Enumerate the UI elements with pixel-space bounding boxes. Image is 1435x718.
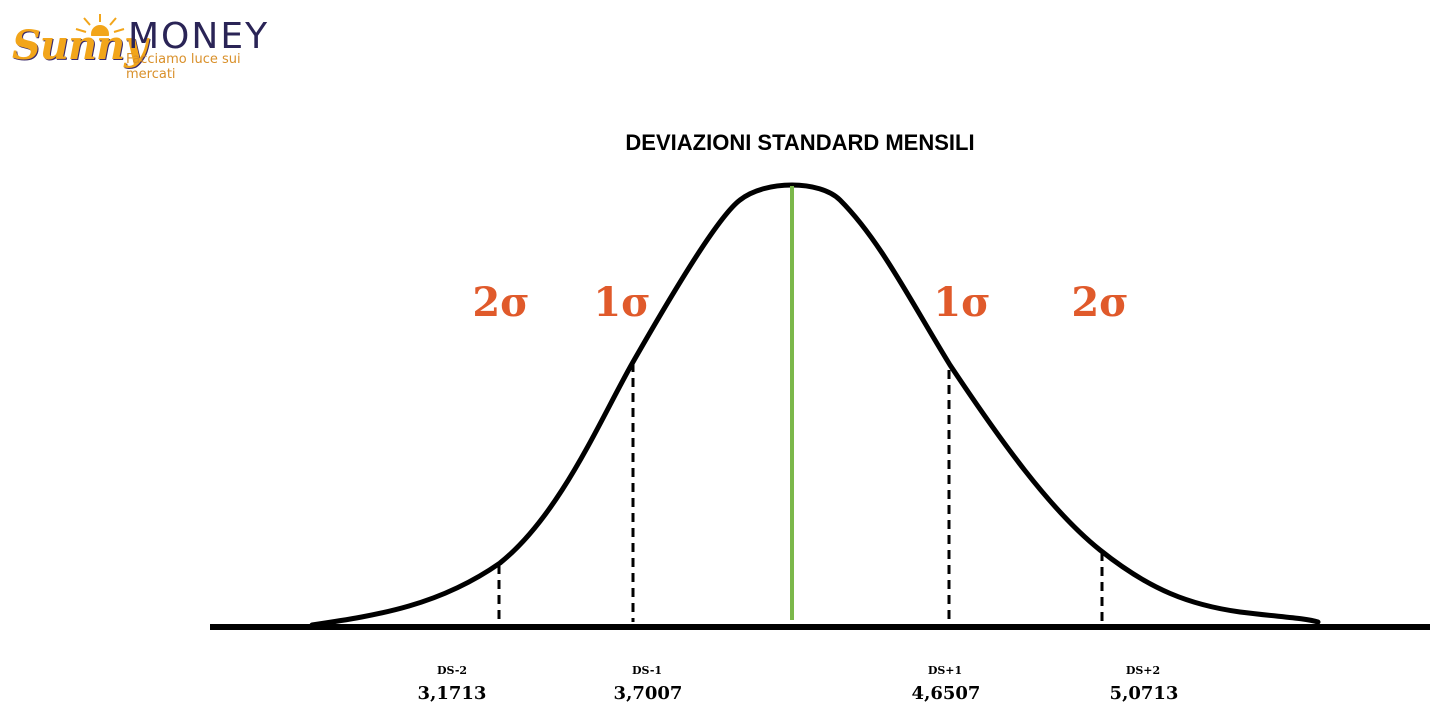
marker-label-ds-minus-2: DS-2 [436, 664, 468, 677]
marker-value-ds-plus-1: 4,6507 [911, 683, 981, 704]
chart-title: DEVIAZIONI STANDARD MENSILI [625, 130, 975, 155]
marker-label-ds-plus-1: DS+1 [927, 664, 963, 677]
marker-label-ds-plus-2: DS+2 [1125, 664, 1161, 677]
brand-logo: Sunny MONEY Facciamo luce sui mercati [10, 10, 280, 82]
logo-word-sunny: Sunny [12, 22, 147, 69]
bell-curve [309, 182, 1321, 628]
sigma-label-right-2: 2σ [1071, 279, 1129, 326]
logo-tagline: Facciamo luce sui mercati [126, 52, 241, 82]
marker-value-ds-minus-2: 3,1713 [417, 683, 487, 704]
marker-value-ds-minus-1: 3,7007 [613, 683, 683, 704]
marker-value-ds-plus-2: 5,0713 [1109, 683, 1179, 704]
marker-label-ds-minus-1: DS-1 [631, 664, 663, 677]
sun-icon [75, 14, 125, 36]
sigma-label-left-1: 1σ [593, 279, 651, 326]
sigma-label-right-1: 1σ [933, 279, 991, 326]
logo-word-money: MONEY [128, 16, 270, 57]
sigma-label-left-2: 2σ [472, 279, 530, 326]
